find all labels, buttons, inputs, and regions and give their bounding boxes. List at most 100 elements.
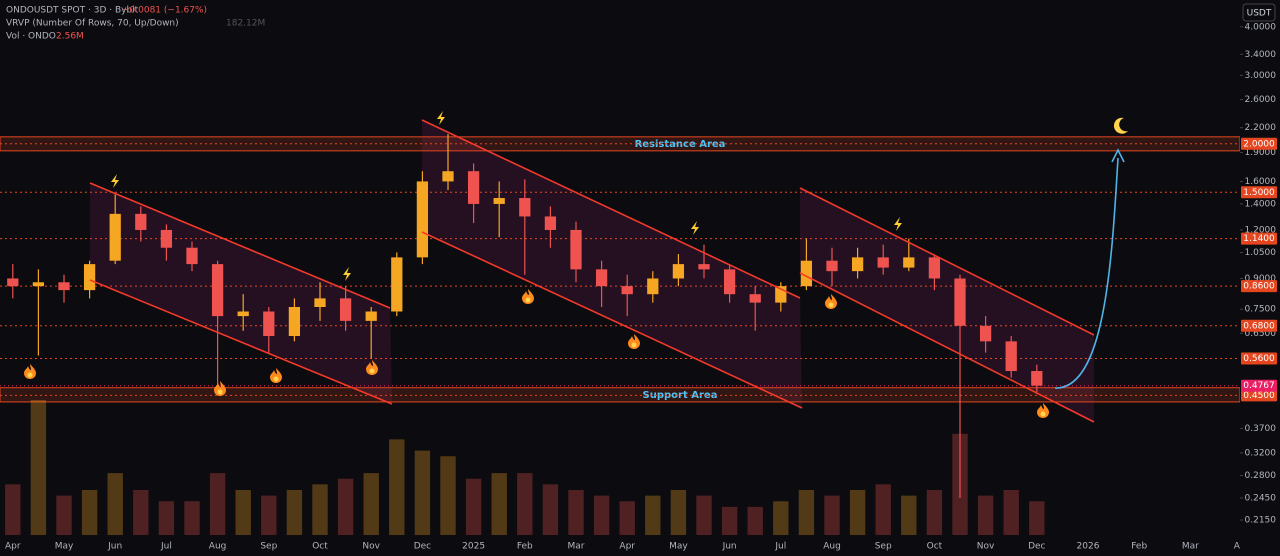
candle-body	[467, 171, 480, 204]
level-label: 1.5000	[1243, 188, 1275, 198]
volume-bar	[517, 473, 533, 535]
drawings	[89, 119, 1095, 423]
x-tick-label: Apr	[619, 542, 635, 552]
volume-bar	[798, 490, 815, 535]
y-tick-label: 1.4000	[1245, 199, 1277, 209]
last-price-box	[1241, 379, 1277, 392]
y-tick-label: 0.6500	[1245, 329, 1277, 339]
level-box	[1241, 232, 1277, 245]
x-tick-label: Oct	[927, 542, 943, 552]
y-tick-label: 0.2800	[1245, 471, 1277, 481]
volume-bar	[363, 473, 379, 535]
x-tick-label: May	[669, 542, 688, 552]
channel-line	[799, 272, 1095, 423]
y-tick-label: 1.9000	[1245, 148, 1277, 158]
level-label: 0.5600	[1243, 354, 1275, 364]
candle-body	[442, 171, 454, 182]
volume-bar	[824, 495, 840, 535]
volume-bar	[337, 478, 354, 535]
channel-line	[421, 119, 801, 299]
volume-bar	[1029, 501, 1045, 535]
volume-bar	[491, 473, 507, 535]
y-tick-label: 3.0000	[1245, 71, 1277, 81]
volume-bar	[286, 490, 303, 535]
volume-bar	[414, 450, 431, 535]
currency-button[interactable]	[1242, 3, 1276, 22]
candle-body	[7, 278, 19, 287]
x-tick-label: Jul	[774, 542, 786, 552]
x-tick-label: Sep	[875, 542, 892, 552]
x-tick-label: Sep	[260, 542, 277, 552]
volume-bar	[5, 484, 21, 535]
x-tick-label: Dec	[1028, 542, 1045, 552]
candle-body	[186, 247, 198, 265]
volume-bar	[721, 506, 738, 535]
candle-body	[211, 264, 224, 317]
volume-bar	[209, 473, 226, 535]
candle-body	[83, 264, 96, 291]
candle-body	[519, 198, 531, 217]
level-label: 0.8600	[1243, 282, 1275, 292]
candle-body	[493, 198, 505, 204]
candle-body	[954, 278, 966, 326]
volume-bar	[235, 490, 251, 535]
moon-icon	[1113, 117, 1128, 134]
candle-body	[288, 307, 301, 336]
volume-bar	[696, 495, 712, 535]
x-tick-label: Mar	[568, 542, 585, 552]
candle-body	[32, 282, 45, 287]
x-tick-label: Aug	[823, 542, 841, 552]
candle-body	[775, 286, 787, 303]
vrvp-value: 182.12M	[226, 19, 265, 29]
candle-body	[109, 213, 121, 261]
projection-arrow	[1054, 157, 1119, 389]
zone	[0, 387, 1241, 403]
volume-bar	[670, 490, 687, 535]
candle-body	[1005, 341, 1017, 372]
icons	[24, 111, 1128, 418]
volume-bar	[158, 501, 175, 535]
volume-bar	[901, 495, 917, 535]
last-price-label: 0.4767	[1243, 381, 1275, 391]
x-tick-label: Apr	[5, 542, 21, 552]
y-tick-label: 1.2000	[1245, 225, 1277, 235]
channel-line	[89, 279, 393, 405]
x-tick-label: Jun	[107, 542, 122, 552]
x-tick-label: Nov	[977, 542, 995, 552]
volume-bar	[389, 439, 405, 535]
volume-bar	[30, 400, 47, 535]
candle-body	[416, 181, 429, 258]
candle-body	[672, 264, 685, 279]
channel-line	[89, 182, 391, 309]
candle-body	[749, 294, 761, 303]
volume-bar	[875, 484, 891, 535]
candle-body	[314, 298, 326, 308]
x-tick-label: Jul	[160, 542, 172, 552]
candle-body	[544, 216, 557, 230]
volume-bar	[312, 484, 328, 535]
level-label: 0.4500	[1243, 391, 1275, 401]
volume-bar	[645, 495, 661, 535]
volume-bar	[261, 495, 277, 535]
candle-body	[391, 257, 403, 312]
y-tick-label: 0.2150	[1245, 516, 1277, 526]
channel-fill	[800, 188, 1094, 422]
level-label: 2.0000	[1243, 139, 1275, 149]
candle-body	[135, 213, 147, 230]
y-tick-label: 4.0000	[1245, 22, 1277, 32]
y-tick-label: 3.4000	[1245, 50, 1277, 60]
volume-bar	[977, 495, 994, 535]
y-tick-label: 0.7500	[1245, 305, 1277, 315]
y-tick-label: 0.2450	[1245, 493, 1277, 503]
y-tick-label: 0.3200	[1245, 448, 1277, 458]
volume-bar	[81, 490, 98, 535]
y-tick-label: 2.6000	[1245, 95, 1277, 105]
candle-body	[365, 311, 377, 321]
x-tick-label: Dec	[414, 542, 431, 552]
volume-bar	[593, 495, 610, 535]
x-tick-label: Aug	[209, 542, 227, 552]
volume-bar	[184, 501, 200, 535]
volume-bar	[1003, 490, 1019, 535]
x-tick-label: Feb	[517, 542, 533, 552]
